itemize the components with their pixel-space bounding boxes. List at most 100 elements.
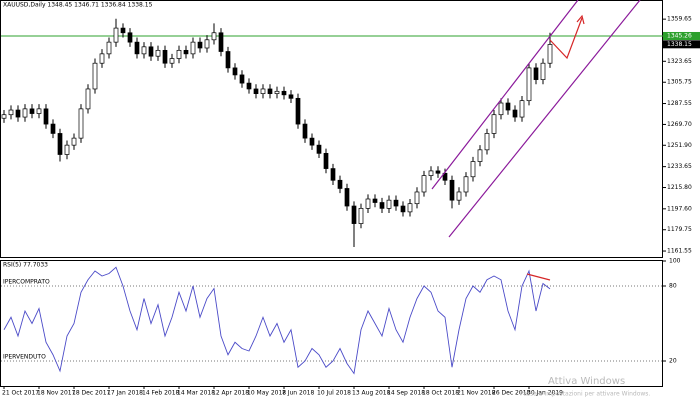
candle-body bbox=[449, 179, 455, 201]
candle-body bbox=[288, 94, 294, 99]
candle-body bbox=[498, 102, 504, 116]
candle-body bbox=[246, 82, 252, 90]
candle-body bbox=[274, 90, 280, 94]
candle-body bbox=[155, 49, 161, 57]
x-tick-label: 14 Feb 2018 bbox=[142, 390, 180, 397]
candle-body bbox=[64, 144, 70, 155]
x-tick-label: 17 Jan 2018 bbox=[107, 390, 143, 397]
candle-body bbox=[120, 27, 126, 34]
x-tick-label: 30 Jan 2019 bbox=[527, 390, 563, 397]
candle-body bbox=[50, 123, 56, 134]
candle-body bbox=[512, 109, 518, 118]
candle-body bbox=[428, 170, 434, 176]
candle-body bbox=[71, 137, 77, 146]
candle-body bbox=[15, 109, 21, 118]
candle-body bbox=[393, 199, 399, 207]
candle-body bbox=[134, 41, 140, 55]
candle-body bbox=[127, 32, 133, 43]
x-tick-label: 18 Dec 2017 bbox=[72, 390, 111, 397]
last-price-label: 1338.15 bbox=[667, 41, 692, 48]
candle-body bbox=[267, 88, 273, 94]
watermark-title: Attiva Windows bbox=[548, 376, 625, 387]
candle-body bbox=[218, 32, 224, 52]
candle-body bbox=[407, 203, 413, 213]
x-tick-label: 14 Mar 2018 bbox=[177, 390, 215, 397]
candle-body bbox=[29, 108, 35, 114]
y-tick-label: 1269.70 bbox=[667, 121, 692, 128]
candle-body bbox=[169, 58, 175, 64]
rsi-tick-label: 20 bbox=[669, 358, 677, 365]
rsi-header: RSI(5) 77.7033 bbox=[3, 262, 48, 269]
marks: 1359.65 1323.65 1305.75 1287.55 1269.70 1251.… bbox=[1, 16, 700, 397]
candle-body bbox=[316, 144, 322, 154]
candle-body bbox=[386, 199, 392, 209]
candle-body bbox=[190, 41, 196, 55]
candle-body bbox=[400, 205, 406, 213]
x-tick-label: 26 Dec 2018 bbox=[492, 390, 531, 397]
x-tick-label: 14 Sep 2018 bbox=[387, 390, 425, 397]
overbought-label: IPERCOMPRATO bbox=[3, 279, 50, 286]
watermark-subtitle: Passa a Impostazioni per attivare Window… bbox=[520, 391, 650, 398]
candle-body bbox=[260, 88, 266, 94]
candle-body bbox=[8, 109, 14, 116]
y-tick-label: 1251.90 bbox=[667, 142, 692, 149]
candle-body bbox=[85, 88, 91, 110]
candle-body bbox=[330, 168, 336, 181]
candle-body bbox=[225, 51, 231, 69]
y-tick-label: 1233.65 bbox=[667, 163, 692, 170]
candle-body bbox=[197, 41, 203, 49]
y-tick-label: 1359.65 bbox=[667, 16, 692, 23]
rsi-line bbox=[3, 266, 551, 375]
candle-body bbox=[337, 179, 343, 189]
candle-body bbox=[1, 114, 7, 119]
candle-body bbox=[372, 198, 378, 203]
rsi-tick-label: 100 bbox=[669, 258, 681, 265]
candle-body bbox=[533, 67, 539, 80]
level-label: 1345.26 bbox=[667, 32, 692, 39]
candle-body bbox=[379, 202, 385, 209]
candle-body bbox=[358, 208, 364, 224]
candle-body bbox=[204, 39, 210, 49]
candle-body bbox=[442, 172, 448, 181]
oversold-label: IPERVENDUTO bbox=[3, 354, 46, 361]
y-tick-label: 1197.60 bbox=[667, 205, 692, 212]
candle-body bbox=[302, 123, 308, 139]
arrow-head bbox=[576, 14, 585, 25]
y-tick-label: 1215.80 bbox=[667, 184, 692, 191]
candle-body bbox=[344, 188, 350, 207]
candle-body bbox=[106, 41, 112, 55]
candle-body bbox=[57, 133, 63, 155]
candle-body bbox=[295, 97, 301, 125]
candle-body bbox=[477, 149, 483, 162]
level-label-bg bbox=[663, 31, 700, 40]
candle-body bbox=[463, 176, 469, 193]
candle-body bbox=[309, 137, 315, 146]
candle-body bbox=[421, 175, 427, 193]
y-tick-label: 1287.55 bbox=[667, 100, 692, 107]
x-tick-label: 18 Oct 2018 bbox=[422, 390, 459, 397]
candle-body bbox=[22, 108, 28, 118]
candle-body bbox=[491, 114, 497, 134]
candle-body bbox=[99, 53, 105, 64]
y-tick-label: 1323.65 bbox=[667, 58, 692, 65]
candle-body bbox=[505, 102, 511, 111]
x-tick-label: 21 Nov 2018 bbox=[457, 390, 496, 397]
candle-body bbox=[211, 32, 217, 41]
candle-body bbox=[414, 191, 420, 205]
x-tick-label: 12 Apr 2018 bbox=[212, 390, 249, 397]
candle-body bbox=[92, 62, 98, 90]
candle-body bbox=[113, 27, 119, 43]
x-tick-label: 21 Oct 2017 bbox=[2, 390, 39, 397]
price-panel bbox=[0, 0, 663, 258]
candle-body bbox=[183, 49, 189, 55]
divergence-line bbox=[526, 273, 551, 281]
candle-body bbox=[232, 67, 238, 76]
x-tick-label: 10 Jul 2018 bbox=[317, 390, 351, 397]
candle-body bbox=[281, 90, 287, 96]
candle-body bbox=[162, 49, 168, 64]
rsi-panel bbox=[0, 260, 663, 387]
y-tick-label: 1161.55 bbox=[667, 248, 692, 255]
rsi-tick-label: 80 bbox=[669, 283, 677, 290]
